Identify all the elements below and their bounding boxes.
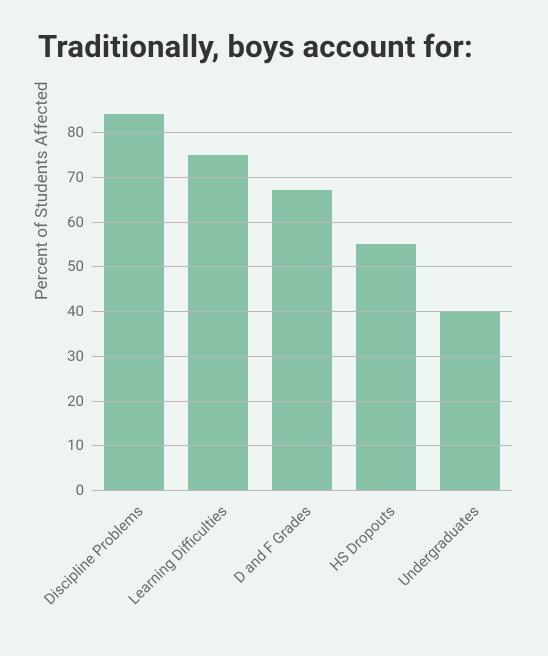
ytick-label: 0 — [56, 481, 84, 499]
xtick-label: D and F Grades — [161, 502, 315, 656]
gridline — [92, 132, 512, 133]
ytick-label: 10 — [56, 436, 84, 454]
chart-title: Traditionally, boys account for: — [38, 28, 528, 65]
ytick-label: 80 — [56, 123, 84, 141]
ytick-label: 40 — [56, 302, 84, 320]
x-axis-labels: Discipline ProblemsLearning Difficulties… — [92, 496, 512, 636]
bars-container — [92, 110, 512, 490]
ytick-label: 60 — [56, 213, 84, 231]
ytick-label: 20 — [56, 392, 84, 410]
ytick-label: 70 — [56, 168, 84, 186]
bar — [104, 114, 164, 490]
ytick-label: 50 — [56, 257, 84, 275]
gridline — [92, 266, 512, 267]
gridline — [92, 177, 512, 178]
gridline — [92, 311, 512, 312]
gridline — [92, 356, 512, 357]
gridline — [92, 401, 512, 402]
xtick-label: Discipline Problems — [0, 502, 147, 656]
xtick-label: HS Dropouts — [245, 502, 399, 656]
gridline — [92, 222, 512, 223]
gridline — [92, 445, 512, 446]
y-axis-label: Percent of Students Affected — [32, 82, 52, 301]
gridline — [92, 490, 512, 491]
xtick-label: Undergraduates — [329, 502, 483, 656]
ytick-label: 30 — [56, 347, 84, 365]
bar-chart: Traditionally, boys account for: Percent… — [0, 0, 548, 639]
bar — [356, 244, 416, 490]
plot-area: 01020304050607080 — [92, 110, 512, 490]
bar — [188, 155, 248, 490]
xtick-label: Learning Difficulties — [77, 502, 231, 656]
